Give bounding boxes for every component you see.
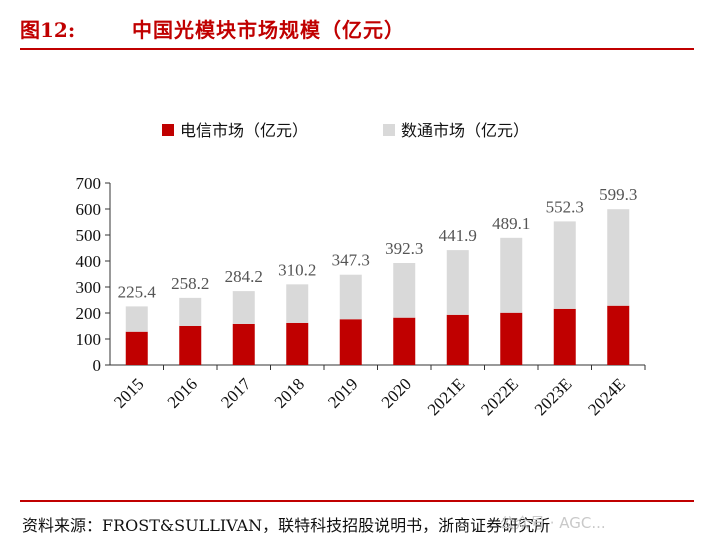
total-label-2020: 392.3 bbox=[385, 239, 423, 258]
x-tick-label-2015: 2015 bbox=[110, 374, 147, 411]
bar-datacom-2020 bbox=[393, 263, 416, 318]
bar-telecom-2019 bbox=[339, 319, 362, 365]
bar-datacom-2024E bbox=[607, 209, 630, 306]
source-note: 资料来源：FROST&SULLIVAN，联特科技招股说明书，浙商证券研究所 bbox=[22, 516, 551, 535]
bar-telecom-2018 bbox=[286, 322, 309, 365]
bar-datacom-2016 bbox=[179, 297, 202, 326]
legend: 电信市场（亿元） 数通市场（亿元） bbox=[162, 121, 529, 140]
bar-telecom-2020 bbox=[393, 317, 416, 365]
bar-datacom-2017 bbox=[232, 291, 255, 324]
y-tick-label: 400 bbox=[76, 252, 102, 271]
bar-telecom-2015 bbox=[125, 331, 148, 365]
bottom-rule bbox=[20, 500, 694, 502]
data-labels: 225.4 258.2 284.2 310.2 347.3 392.3 441.9 489.1… bbox=[118, 185, 638, 301]
figure-title: 中国光模块市场规模（亿元） bbox=[132, 18, 405, 42]
figure-header: 图12: 中国光模块市场规模（亿元） bbox=[20, 10, 694, 46]
y-tick-label: 300 bbox=[76, 278, 102, 297]
x-tick-label-2018: 2018 bbox=[271, 374, 308, 411]
x-tick-label-2022E: 2022E bbox=[477, 374, 522, 419]
total-label-2023E: 552.3 bbox=[546, 197, 584, 216]
total-label-2015: 225.4 bbox=[118, 282, 157, 301]
stacked-bar-chart: 电信市场（亿元） 数通市场（亿元） 0100200300400500600700 … bbox=[76, 121, 646, 419]
x-axis: 2015 2016 2017 2018 2019 2020 2021E 2022E 2023E 2… bbox=[110, 364, 646, 419]
total-label-2022E: 489.1 bbox=[492, 214, 530, 233]
x-tick-label-2023E: 2023E bbox=[531, 374, 576, 419]
legend-swatch-datacom bbox=[383, 124, 395, 136]
bar-datacom-2015 bbox=[125, 306, 148, 332]
x-tick-label-2021E: 2021E bbox=[424, 374, 469, 419]
y-tick-label: 100 bbox=[76, 330, 102, 349]
y-tick-label: 600 bbox=[76, 200, 102, 219]
y-axis: 0 100 200 300 400 500 600 700 bbox=[76, 174, 111, 375]
x-tick-label-2020: 2020 bbox=[378, 374, 415, 411]
bar-datacom-2021E bbox=[446, 250, 469, 315]
legend-swatch-telecom bbox=[162, 124, 174, 136]
total-label-2019: 347.3 bbox=[332, 251, 370, 270]
y-tick-label: 200 bbox=[76, 304, 102, 323]
total-label-2017: 284.2 bbox=[225, 267, 263, 286]
y-tick-label: 0 bbox=[93, 356, 102, 375]
bar-datacom-2018 bbox=[286, 284, 309, 323]
x-tick-label-2016: 2016 bbox=[164, 374, 201, 411]
bar-telecom-2024E bbox=[607, 305, 630, 365]
bar-telecom-2016 bbox=[179, 326, 202, 365]
watermark: 公众号 · AGC... bbox=[500, 514, 606, 532]
legend-label-telecom: 电信市场（亿元） bbox=[180, 121, 308, 140]
bar-telecom-2017 bbox=[232, 323, 255, 365]
total-label-2016: 258.2 bbox=[171, 274, 209, 293]
bar-datacom-2019 bbox=[339, 274, 362, 320]
total-label-2021E: 441.9 bbox=[439, 226, 477, 245]
top-rule bbox=[20, 48, 694, 50]
x-tick-label-2017: 2017 bbox=[217, 374, 255, 412]
bar-telecom-2023E bbox=[553, 308, 576, 365]
bars bbox=[125, 209, 630, 365]
bar-telecom-2021E bbox=[446, 314, 469, 365]
y-tick-label: 500 bbox=[76, 226, 102, 245]
bar-telecom-2022E bbox=[500, 312, 523, 365]
bar-datacom-2023E bbox=[553, 221, 576, 309]
y-tick-label: 700 bbox=[76, 174, 102, 193]
x-tick-label-2019: 2019 bbox=[324, 374, 361, 411]
bar-datacom-2022E bbox=[500, 237, 523, 313]
figure-number: 图12: bbox=[20, 18, 76, 42]
x-tick-label-2024E: 2024E bbox=[584, 374, 629, 419]
total-label-2024E: 599.3 bbox=[599, 185, 637, 204]
legend-label-datacom: 数通市场（亿元） bbox=[401, 121, 529, 140]
total-label-2018: 310.2 bbox=[278, 260, 316, 279]
